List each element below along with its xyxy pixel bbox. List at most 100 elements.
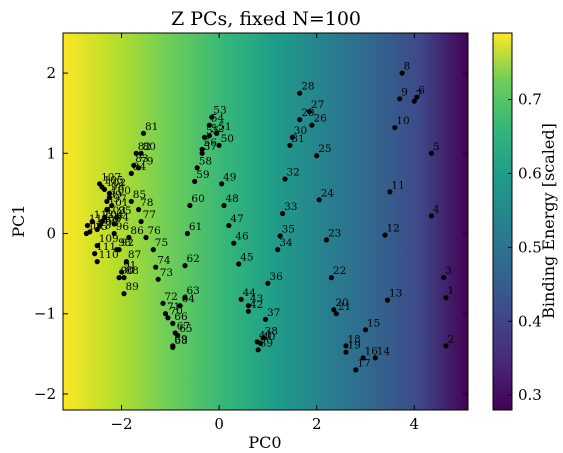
point-label: 81 (145, 121, 158, 133)
point-label: 21 (338, 301, 351, 313)
data-point (206, 133, 212, 139)
data-point (245, 308, 251, 314)
point-label: 112 (94, 209, 114, 221)
point-label: 8 (404, 61, 411, 73)
data-point (275, 247, 281, 253)
data-point (143, 234, 149, 241)
point-label: 50 (221, 133, 234, 145)
data-point (184, 230, 190, 237)
point-label: 2 (448, 333, 455, 345)
data-point (121, 291, 127, 297)
y-tick-label: −2 (34, 385, 56, 403)
data-point (428, 213, 434, 219)
data-point (99, 218, 105, 225)
point-label: 89 (126, 281, 139, 293)
point-label: 55 (206, 125, 219, 137)
point-label: 87 (128, 249, 141, 261)
data-point (297, 90, 303, 96)
point-label: 41 (259, 329, 272, 341)
data-point (333, 311, 339, 317)
point-label: 72 (165, 291, 178, 303)
point-label: 42 (250, 299, 263, 311)
data-point (131, 162, 137, 168)
data-point (297, 117, 303, 123)
x-tick-label: 2 (312, 415, 322, 433)
data-point (306, 109, 312, 115)
point-label: 114 (89, 213, 109, 225)
data-point (221, 202, 227, 209)
point-label: 22 (333, 265, 346, 277)
data-point (89, 218, 95, 225)
data-point (314, 153, 320, 159)
point-label: 44 (243, 287, 257, 299)
point-label: 60 (191, 193, 204, 205)
point-label: 11 (391, 179, 404, 191)
y-axis-label: PC1 (9, 204, 28, 237)
data-point (170, 343, 176, 349)
data-point (172, 330, 178, 336)
point-label: 24 (321, 187, 335, 199)
data-point (92, 251, 98, 257)
data-point (126, 234, 132, 241)
data-point (443, 343, 449, 349)
data-point (116, 275, 122, 281)
point-label: 1 (448, 285, 455, 297)
data-point (360, 355, 366, 361)
point-label: 40 (262, 331, 275, 343)
data-point (199, 146, 205, 152)
data-point (414, 94, 420, 100)
data-point (104, 198, 110, 204)
point-label: 105 (104, 175, 124, 187)
data-point (123, 259, 129, 265)
data-point (165, 315, 171, 321)
data-point (254, 339, 260, 345)
data-point (265, 280, 271, 286)
data-point (443, 295, 449, 301)
point-label: 10 (396, 115, 409, 127)
plot-background (63, 33, 468, 410)
point-label: 102 (106, 177, 126, 189)
data-point (382, 232, 388, 238)
data-point (201, 134, 208, 140)
data-point (94, 243, 100, 249)
point-label: 103 (106, 205, 126, 217)
point-label: 23 (328, 227, 341, 239)
plot-frame (62, 32, 469, 411)
point-label: 30 (294, 125, 307, 137)
data-point (428, 150, 434, 156)
point-label: 63 (187, 285, 200, 297)
point-label: 43 (250, 293, 263, 305)
point-label: 66 (174, 311, 188, 323)
point-label: 115 (88, 221, 108, 233)
point-label: 14 (377, 345, 391, 357)
point-label: 17 (357, 357, 370, 369)
point-label: 9 (401, 86, 408, 98)
x-axis-ticks: −2 0 2 4 (110, 33, 419, 433)
point-label: 108 (99, 217, 119, 229)
data-point (106, 190, 112, 196)
point-label: 94 (116, 211, 130, 223)
point-label: 109 (99, 233, 119, 245)
data-point (353, 367, 359, 373)
data-point (160, 300, 166, 306)
point-label: 20 (335, 297, 348, 309)
point-label: 82 (138, 141, 151, 153)
data-point (397, 96, 403, 102)
y-tick-label: 0 (46, 225, 56, 243)
data-point (411, 98, 417, 104)
point-label: 56 (204, 137, 218, 149)
point-label: 38 (265, 325, 278, 337)
data-point (238, 296, 244, 302)
point-label: 54 (211, 113, 225, 125)
data-point (111, 221, 117, 227)
colorbar (492, 32, 513, 411)
point-label: 65 (179, 323, 192, 335)
point-label: 79 (140, 155, 153, 167)
point-label: 28 (301, 81, 314, 93)
data-point (226, 222, 232, 229)
point-label: 53 (213, 105, 226, 117)
point-label: 113 (91, 219, 111, 231)
point-label: 49 (223, 171, 236, 183)
point-label: 25 (318, 143, 331, 155)
